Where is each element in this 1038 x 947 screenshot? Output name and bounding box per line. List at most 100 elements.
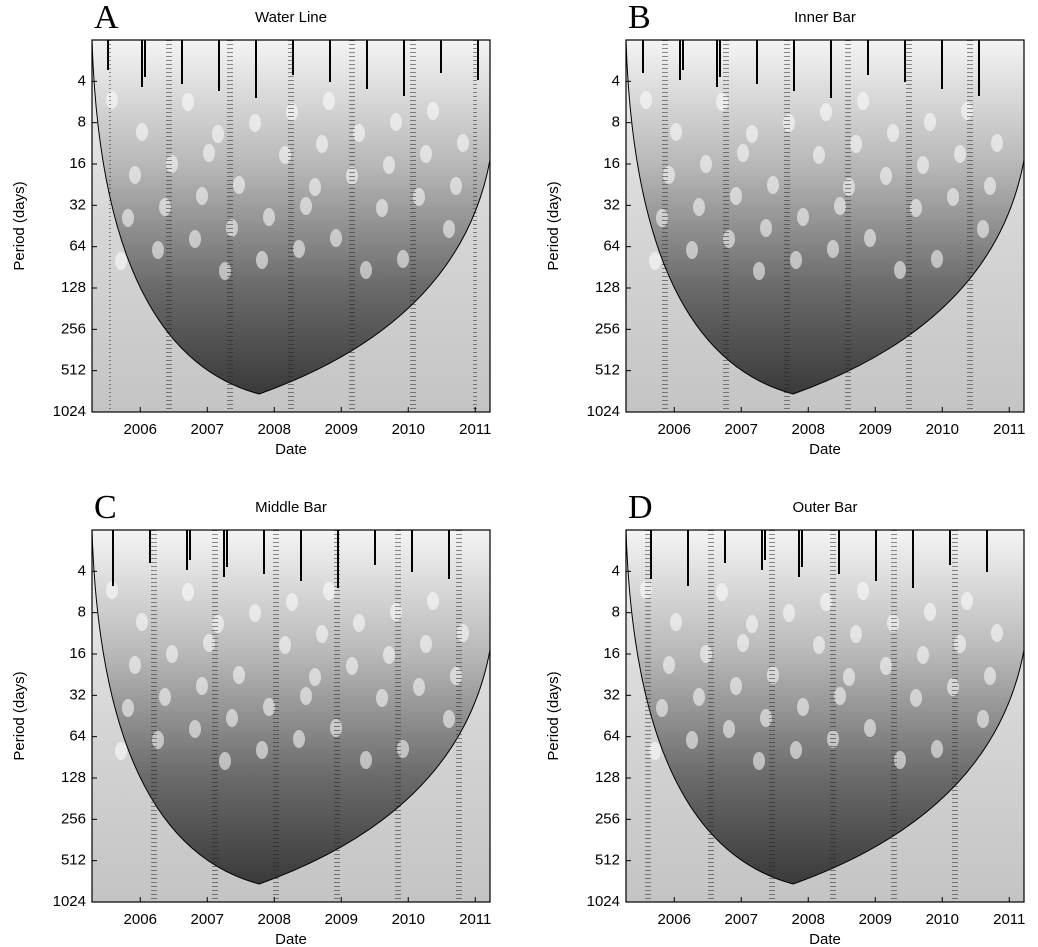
power-blob (947, 188, 959, 206)
power-blob (730, 677, 742, 695)
power-blob (961, 592, 973, 610)
high-power-streak (986, 530, 988, 572)
power-blob (189, 230, 201, 248)
power-blob (390, 113, 402, 131)
power-blob (760, 219, 772, 237)
power-blob (737, 144, 749, 162)
power-blob (413, 678, 425, 696)
power-blob (864, 719, 876, 737)
power-blob (309, 178, 321, 196)
y-tick-label: 1024 (53, 893, 86, 910)
high-power-streak (679, 40, 681, 80)
power-blob (263, 208, 275, 226)
plot-frame (91, 529, 491, 903)
x-tick-label: 2006 (124, 911, 157, 928)
y-tick-label: 512 (595, 362, 620, 379)
power-blob (753, 262, 765, 280)
power-blob (166, 155, 178, 173)
x-tick-label: 2007 (191, 911, 224, 928)
x-tick-label: 2008 (792, 911, 825, 928)
high-power-streak (687, 530, 689, 586)
power-blob (783, 114, 795, 132)
high-power-streak (141, 40, 143, 87)
power-blob (182, 583, 194, 601)
power-blob (670, 613, 682, 631)
high-power-streak (255, 40, 257, 98)
x-tick-label: 2008 (258, 911, 291, 928)
power-blob (159, 688, 171, 706)
high-power-streak (477, 40, 479, 80)
panel: B Inner Bar Date Period (days) 2006 2007 2008 2… (545, 0, 1025, 458)
power-blob (219, 752, 231, 770)
power-blob (383, 646, 395, 664)
x-axis-label: Date (275, 441, 307, 458)
high-power-streak (949, 530, 951, 565)
panel-letter: B (628, 0, 651, 36)
power-blob (649, 742, 661, 760)
x-tick-label: 2006 (658, 421, 691, 438)
y-tick-label: 32 (603, 686, 620, 703)
y-tick-label: 128 (61, 279, 86, 296)
y-tick-label: 32 (603, 196, 620, 213)
power-blob (152, 241, 164, 259)
high-power-streak (411, 530, 413, 572)
x-tick-label: 2010 (392, 421, 425, 438)
power-blob (323, 92, 335, 110)
x-axis-label: Date (809, 441, 841, 458)
power-blob (300, 197, 312, 215)
power-blob (663, 166, 675, 184)
power-blob (783, 604, 795, 622)
high-power-streak (189, 530, 191, 560)
high-power-streak (941, 40, 943, 89)
x-tick-label: 2009 (325, 911, 358, 928)
panel-title: Water Line (255, 9, 327, 26)
power-blob (656, 209, 668, 227)
high-power-streak (181, 40, 183, 84)
x-axis-label: Date (275, 931, 307, 947)
x-tick-label: 2010 (392, 911, 425, 928)
power-blob (182, 93, 194, 111)
y-axis-label: Period (days) (545, 671, 562, 760)
power-blob (813, 636, 825, 654)
high-power-streak (724, 530, 726, 563)
y-tick-label: 128 (595, 279, 620, 296)
power-blob (420, 635, 432, 653)
power-blob (670, 123, 682, 141)
power-blob (760, 709, 772, 727)
power-blob (413, 188, 425, 206)
x-tick-label: 2011 (459, 421, 491, 438)
power-blob (790, 741, 802, 759)
power-blob (249, 604, 261, 622)
power-blob (894, 261, 906, 279)
y-tick-label: 256 (595, 810, 620, 827)
power-blob (450, 667, 462, 685)
power-blob (203, 634, 215, 652)
power-blob (457, 624, 469, 642)
power-blob (457, 134, 469, 152)
x-tick-label: 2006 (124, 421, 157, 438)
y-tick-label: 512 (595, 852, 620, 869)
high-power-streak (366, 40, 368, 89)
power-blob (834, 197, 846, 215)
power-blob (894, 751, 906, 769)
high-power-streak (838, 530, 840, 574)
panel-title: Outer Bar (792, 499, 857, 516)
y-tick-label: 32 (69, 686, 86, 703)
power-blob (716, 93, 728, 111)
plot-frame (625, 529, 1025, 903)
x-tick-label: 2010 (926, 911, 959, 928)
power-blob (991, 624, 1003, 642)
power-blob (129, 656, 141, 674)
power-blob (820, 593, 832, 611)
power-blob (300, 687, 312, 705)
power-blob (279, 146, 291, 164)
power-blob (427, 592, 439, 610)
power-blob (390, 603, 402, 621)
high-power-streak (440, 40, 442, 73)
power-blob (376, 689, 388, 707)
power-blob (746, 125, 758, 143)
x-tick-label: 2008 (792, 421, 825, 438)
power-blob (880, 657, 892, 675)
high-power-streak (756, 40, 758, 84)
y-tick-label: 128 (61, 769, 86, 786)
